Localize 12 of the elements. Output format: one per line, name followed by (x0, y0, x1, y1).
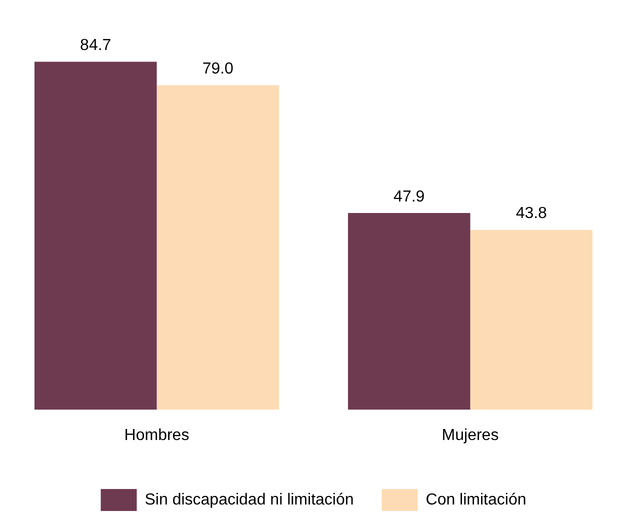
bar (34, 62, 157, 410)
data-label: 79.0 (202, 60, 234, 78)
x-tick-label: Hombres (124, 426, 190, 444)
bar (348, 212, 470, 410)
legend-label: Con limitación (426, 491, 526, 508)
data-label: 47.9 (394, 188, 425, 206)
bar (470, 230, 593, 410)
data-label: 84.7 (80, 37, 112, 54)
legend-label: Sin discapacidad ni limitación (144, 491, 354, 508)
x-tick-label: Mujeres (442, 426, 499, 444)
bar (156, 85, 280, 410)
data-label: 43.8 (516, 205, 548, 222)
